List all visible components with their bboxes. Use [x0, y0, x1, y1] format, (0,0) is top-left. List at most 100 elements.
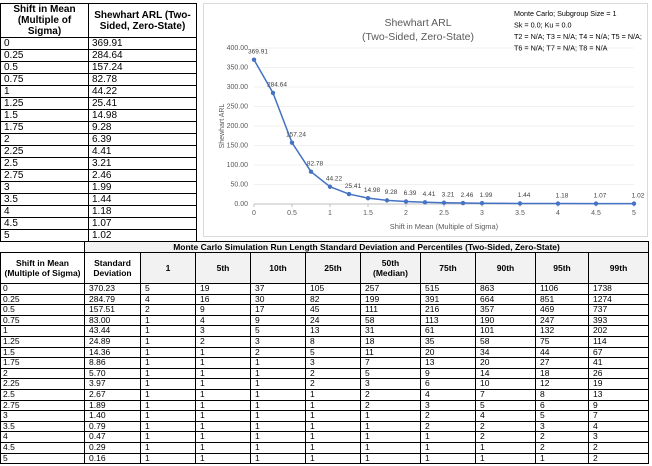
marker [480, 201, 484, 205]
header-cell: 50th (Median) [361, 253, 421, 284]
table-cell: 1 [196, 411, 251, 422]
table-row: 40.47111111223 [1, 432, 649, 443]
x-tick-label: 4.5 [591, 210, 601, 217]
shift-cell: 4.5 [1, 218, 89, 230]
table-row: 2.53.21 [1, 158, 197, 170]
table-cell: 2 [361, 389, 421, 400]
arl-cell: 44.22 [89, 86, 197, 98]
table-cell: 1 [1, 326, 85, 337]
table-cell: 19 [589, 379, 649, 390]
shift-cell: 0.5 [1, 62, 89, 74]
table-cell: 34 [476, 347, 536, 358]
table-cell: 2 [536, 442, 589, 453]
table-cell: 4 [476, 411, 536, 422]
table-cell: 7 [589, 411, 649, 422]
table-cell: 7 [361, 358, 421, 369]
marker [290, 140, 294, 144]
table-cell: 1 [141, 358, 196, 369]
table-cell: 1 [141, 421, 196, 432]
table-row: 2.52.671111247813 [1, 389, 649, 400]
table-cell: 1 [141, 315, 196, 326]
arl-cell: 4.41 [89, 146, 197, 158]
blank-cell [1, 242, 85, 253]
table-cell: 1.75 [1, 358, 85, 369]
table-row: 143.44135133161101132202 [1, 326, 649, 337]
marker [632, 201, 636, 205]
arl-cell: 25.41 [89, 98, 197, 110]
table-cell: 4 [589, 421, 649, 432]
table-cell: 4 [421, 389, 476, 400]
table-cell: 1 [251, 389, 306, 400]
table-cell: 2.75 [1, 400, 85, 411]
table-cell: 0.25 [1, 294, 85, 305]
table-cell: 1 [196, 368, 251, 379]
table-cell: 1 [141, 368, 196, 379]
arl-cell: 14.98 [89, 110, 197, 122]
chart: Shewhart ARL (Two-Sided, Zero-State) She… [203, 3, 648, 237]
table-cell: 3 [196, 326, 251, 337]
table-cell: 2 [476, 421, 536, 432]
table-cell: 1 [196, 421, 251, 432]
table-cell: 16 [196, 294, 251, 305]
table-cell: 1 [306, 432, 361, 443]
y-tick-label: 50.00 [230, 181, 248, 188]
table-cell: 20 [476, 358, 536, 369]
arl-cell: 6.39 [89, 134, 197, 146]
table-cell: 1 [306, 400, 361, 411]
data-label: 44.22 [326, 175, 343, 182]
x-tick-label: 5 [632, 210, 636, 217]
table-cell: 2 [421, 411, 476, 422]
table-cell: 5.70 [85, 368, 141, 379]
shift-cell: 0.25 [1, 50, 89, 62]
table-cell: 2 [589, 442, 649, 453]
table-cell: 1 [141, 432, 196, 443]
table-cell: 0.79 [85, 421, 141, 432]
table-cell: 41 [589, 358, 649, 369]
table-cell: 13 [589, 389, 649, 400]
table-cell: 1 [476, 442, 536, 453]
table-cell: 44 [536, 347, 589, 358]
table-row: 4.51.07 [1, 218, 197, 230]
table-cell: 5 [536, 411, 589, 422]
table-row: 0.7583.001492458113190247393 [1, 315, 649, 326]
data-label: 3.21 [442, 191, 455, 198]
table-cell: 1 [251, 442, 306, 453]
table-cell: 863 [476, 284, 536, 295]
table-cell: 1 [361, 432, 421, 443]
table-cell: 2 [306, 368, 361, 379]
table-cell: 190 [476, 315, 536, 326]
table-cell: 8 [306, 336, 361, 347]
table-cell: 1 [361, 453, 421, 464]
header-cell: 95th [536, 253, 589, 284]
annotation: Sk = 0.0; Ku = 0.0 [514, 20, 572, 29]
arl-cell: 157.24 [89, 62, 197, 74]
table-cell: 1 [306, 411, 361, 422]
table-row: 31.40111112457 [1, 411, 649, 422]
data-label: 82.78 [307, 160, 324, 167]
header-cell: 90th [476, 253, 536, 284]
table-cell: 27 [536, 358, 589, 369]
data-label: 1.44 [518, 192, 531, 199]
table-cell: 2.25 [1, 379, 85, 390]
shift-cell: 1.25 [1, 98, 89, 110]
table-cell: 1 [421, 453, 476, 464]
header-cell: 1 [141, 253, 196, 284]
data-label: 9.28 [385, 189, 398, 196]
shift-cell: 2.5 [1, 158, 89, 170]
table-cell: 4.5 [1, 442, 85, 453]
arl-cell: 1.02 [89, 230, 197, 242]
table-cell: 43.44 [85, 326, 141, 337]
y-tick-label: 300.00 [227, 84, 249, 91]
table-row: 2.254.41 [1, 146, 197, 158]
annotation: T2 = N/A; T3 = N/A; T4 = N/A; T5 = N/A; [514, 32, 642, 41]
table-cell: 1 [196, 453, 251, 464]
table-cell: 664 [476, 294, 536, 305]
shift-cell: 2 [1, 134, 89, 146]
header-cell: 25th [306, 253, 361, 284]
arl-cell: 82.78 [89, 74, 197, 86]
shift-cell: 2.75 [1, 170, 89, 182]
table-cell: 2 [1, 368, 85, 379]
table-cell: 1 [196, 358, 251, 369]
marker [328, 185, 332, 189]
table-cell: 202 [589, 326, 649, 337]
